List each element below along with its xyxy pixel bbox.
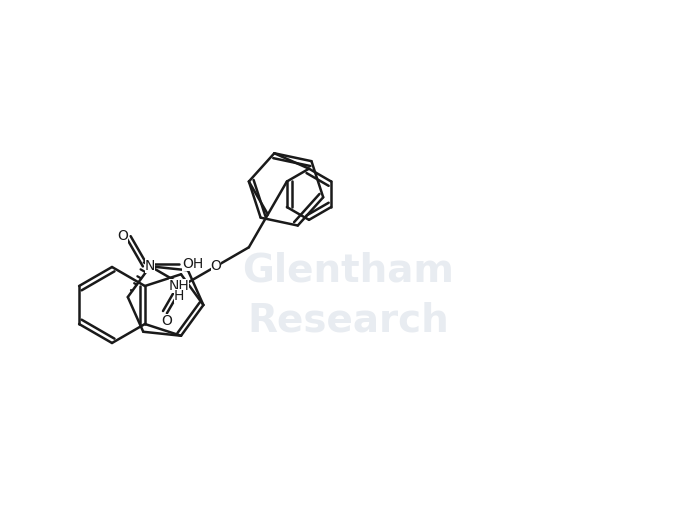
Text: NH: NH <box>168 279 189 293</box>
Text: N: N <box>145 259 155 274</box>
Text: O: O <box>210 259 221 274</box>
Text: O: O <box>161 314 173 328</box>
Text: Glentham
Research: Glentham Research <box>242 251 454 339</box>
Text: OH: OH <box>182 257 204 271</box>
Text: H: H <box>174 289 184 303</box>
Text: O: O <box>117 229 128 243</box>
